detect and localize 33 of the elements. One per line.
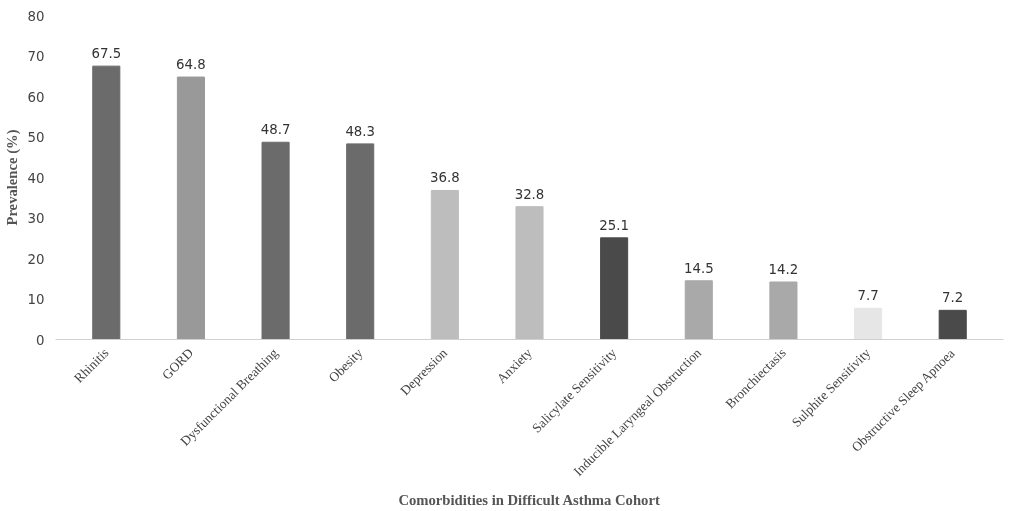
y-tick-label: 70 (27, 49, 45, 64)
bar (261, 141, 290, 340)
y-tick-label: 60 (27, 89, 45, 105)
x-axis-title: Comorbidities in Difficult Asthma Cohort (398, 492, 660, 509)
y-tick-label: 40 (27, 170, 45, 186)
data-label: 25.1 (599, 217, 629, 233)
data-label: 14.5 (683, 260, 714, 276)
data-label: 7.7 (857, 288, 879, 304)
data-label: 14.2 (768, 261, 799, 277)
data-label: 48.7 (260, 122, 291, 138)
y-tick-label: 0 (36, 332, 45, 348)
bar (854, 307, 883, 340)
bar (600, 237, 629, 340)
bar (92, 65, 121, 340)
bar (515, 206, 544, 340)
bar (769, 281, 798, 340)
bar (430, 189, 459, 340)
y-tick-label: 80 (27, 8, 45, 24)
data-label: 64.8 (176, 57, 206, 73)
bar (176, 76, 205, 340)
data-label: 67.5 (91, 46, 122, 62)
y-tick-label: 20 (27, 251, 45, 267)
data-label: 32.8 (514, 186, 545, 202)
bar (684, 280, 713, 340)
y-tick-label: 10 (27, 292, 45, 307)
data-label: 36.8 (430, 170, 460, 186)
y-tick-label: 30 (27, 211, 45, 226)
y-axis-title: Prevalence (%) (3, 129, 21, 226)
data-label: 48.3 (345, 123, 376, 139)
y-tick-label: 50 (27, 130, 45, 145)
bar (938, 309, 967, 340)
data-label: 7.2 (942, 290, 964, 306)
bar (346, 143, 375, 340)
